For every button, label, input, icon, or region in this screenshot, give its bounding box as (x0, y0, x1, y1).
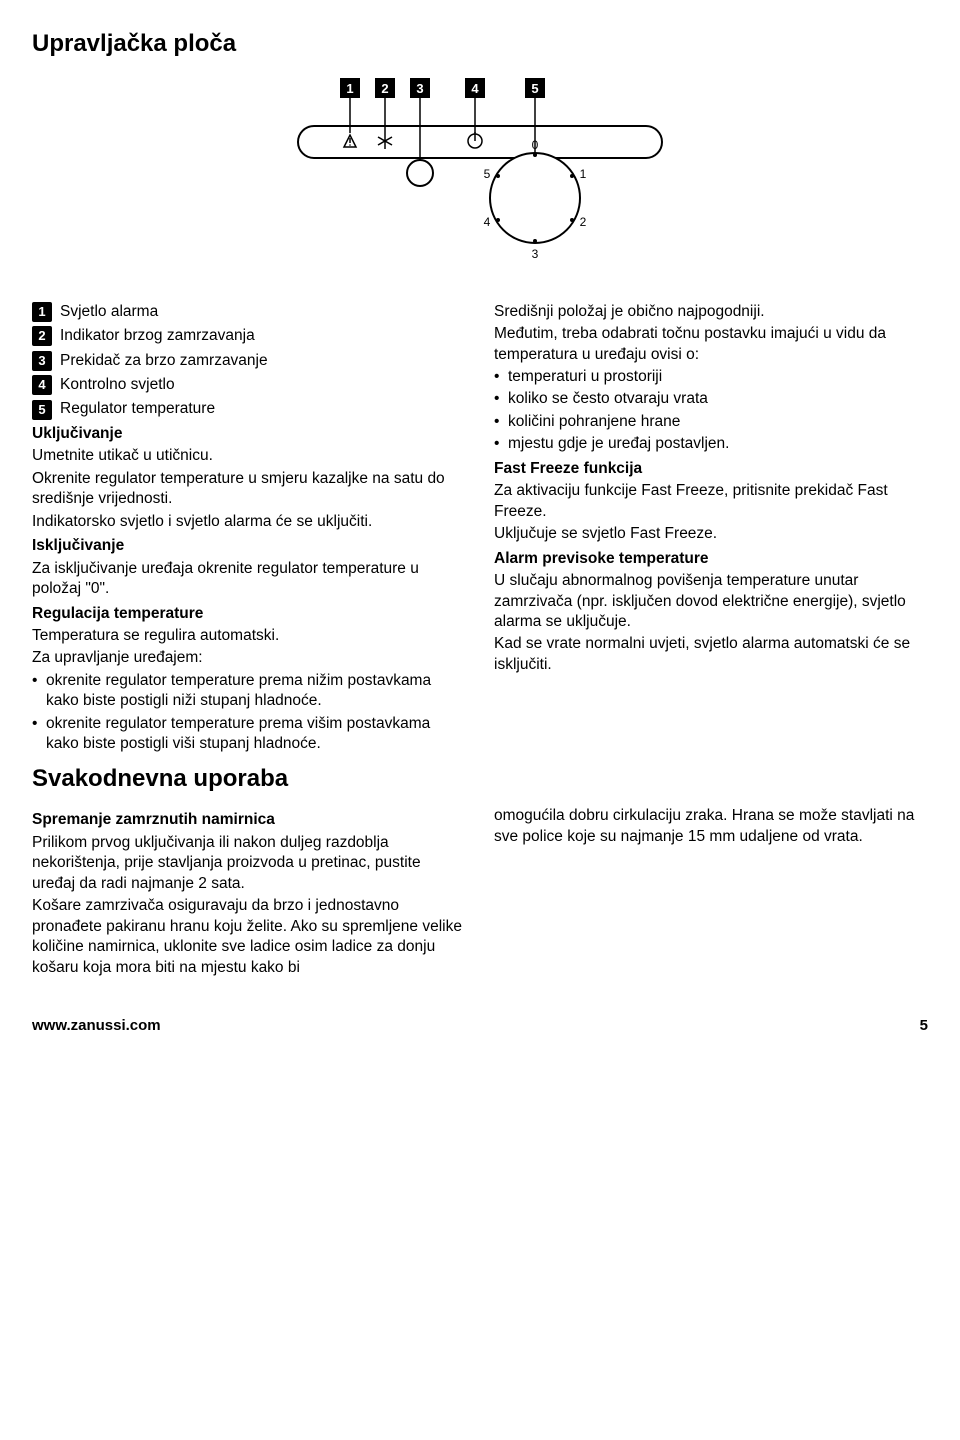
body-text: Košare zamrzivača osiguravaju da brzo i … (32, 896, 466, 978)
bullet-item: količini pohranjene hrane (494, 412, 928, 432)
dial-tick-3: 3 (532, 247, 539, 261)
body-text: Za aktivaciju funkcije Fast Freeze, prit… (494, 481, 928, 522)
dial-tick-0: 0 (532, 138, 539, 152)
bullet-item: okrenite regulator temperature prema niž… (32, 671, 466, 712)
bullet-item: koliko se često otvaraju vrata (494, 389, 928, 409)
left-column: 1 Svjetlo alarma 2 Indikator brzog zamrzav… (32, 302, 466, 807)
legend-item: 1 Svjetlo alarma (32, 302, 466, 322)
legend-badge: 5 (32, 400, 52, 420)
fast-freeze-heading: Fast Freeze funkcija (494, 459, 928, 479)
legend-badge: 2 (32, 326, 52, 346)
legend-item: 5 Regulator temperature (32, 399, 466, 419)
switching-on-heading: Uključivanje (32, 424, 466, 444)
body-text: Međutim, treba odabrati točnu postavku i… (494, 324, 928, 365)
legend-label: Prekidač za brzo zamrzavanje (60, 351, 268, 371)
body-text: U slučaju abnormalnog povišenja temperat… (494, 571, 928, 632)
alarm-heading: Alarm previsoke temperature (494, 549, 928, 569)
callout-4-label: 4 (471, 81, 479, 96)
dial-tick-1: 1 (580, 167, 587, 181)
legend-label: Kontrolno svjetlo (60, 375, 175, 395)
footer-url: www.zanussi.com (32, 1016, 161, 1036)
legend-item: 3 Prekidač za brzo zamrzavanje (32, 351, 466, 371)
legend-item: 4 Kontrolno svjetlo (32, 375, 466, 395)
page-title: Upravljačka ploča (32, 28, 928, 60)
switching-off-heading: Isključivanje (32, 536, 466, 556)
control-panel-diagram: 1 2 3 4 5 (32, 78, 928, 278)
callout-3-label: 3 (416, 81, 423, 96)
legend-badge: 3 (32, 351, 52, 371)
temperature-dial[interactable]: 0 1 2 3 4 5 (484, 138, 587, 261)
body-text: Temperatura se regulira automatski. (32, 626, 466, 646)
body-text: Prilikom prvog uključivanja ili nakon du… (32, 833, 466, 894)
body-text: Indikatorsko svjetlo i svjetlo alarma će… (32, 512, 466, 532)
body-text: Kad se vrate normalni uvjeti, svjetlo al… (494, 634, 928, 675)
body-text: Umetnite utikač u utičnicu. (32, 446, 466, 466)
body-text: Okrenite regulator temperature u smjeru … (32, 469, 466, 510)
body-text: omogućila dobru cirkulaciju zraka. Hrana… (494, 806, 928, 847)
callout-2-label: 2 (381, 81, 388, 96)
legend-item: 2 Indikator brzog zamrzavanja (32, 326, 466, 346)
dial-tick-5: 5 (484, 167, 491, 181)
legend-label: Regulator temperature (60, 399, 215, 419)
callout-1-label: 1 (346, 81, 353, 96)
body-text: Za upravljanje uređajem: (32, 648, 466, 668)
daily-left-column: Spremanje zamrznutih namirnica Prilikom … (32, 806, 466, 980)
legend-badge: 4 (32, 375, 52, 395)
snowflake-icon (378, 133, 392, 149)
body-text: Uključuje se svjetlo Fast Freeze. (494, 524, 928, 544)
legend-label: Svjetlo alarma (60, 302, 158, 322)
right-column: Središnji položaj je obično najpogodniji… (494, 302, 928, 807)
daily-use-heading: Svakodnevna uporaba (32, 763, 466, 795)
body-text: Središnji položaj je obično najpogodniji… (494, 302, 928, 322)
fast-freeze-switch[interactable] (407, 160, 433, 186)
bullet-item: temperaturi u prostoriji (494, 367, 928, 387)
dial-tick-2: 2 (580, 215, 587, 229)
legend-badge: 1 (32, 302, 52, 322)
temp-regulation-heading: Regulacija temperature (32, 604, 466, 624)
power-icon (468, 132, 482, 148)
bullet-item: okrenite regulator temperature prema viš… (32, 714, 466, 755)
legend-label: Indikator brzog zamrzavanja (60, 326, 255, 346)
dial-tick-4: 4 (484, 215, 491, 229)
warning-icon (344, 135, 356, 147)
callout-5-label: 5 (531, 81, 538, 96)
storing-frozen-heading: Spremanje zamrznutih namirnica (32, 810, 466, 830)
page-number: 5 (920, 1016, 928, 1036)
bullet-item: mjestu gdje je uređaj postavljen. (494, 434, 928, 454)
body-text: Za isključivanje uređaja okrenite regula… (32, 559, 466, 600)
daily-right-column: omogućila dobru cirkulaciju zraka. Hrana… (494, 806, 928, 980)
